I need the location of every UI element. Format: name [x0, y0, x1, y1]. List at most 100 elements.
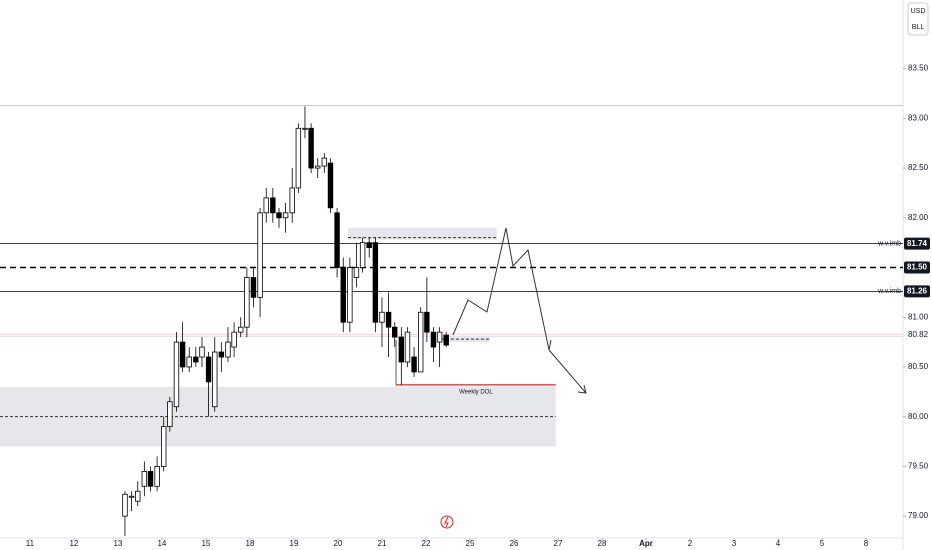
event-icon[interactable] [440, 515, 454, 529]
x-tick-label: 21 [378, 539, 387, 548]
candle-body [186, 356, 192, 368]
candle-body [141, 470, 148, 487]
x-tick-label: 28 [598, 539, 607, 548]
projection-arrow [548, 349, 587, 394]
x-tick-label: 12 [69, 539, 78, 548]
candle-body [295, 127, 302, 189]
candle-body [379, 311, 385, 323]
candle-body [347, 267, 353, 323]
candle-body [225, 341, 231, 358]
unit-box [907, 2, 929, 36]
candle-body [263, 197, 269, 214]
candle-body [128, 495, 135, 498]
candle-body [257, 212, 263, 298]
candle-body [161, 426, 167, 467]
candle-body [430, 331, 437, 348]
candle-body [404, 331, 411, 363]
candle-body [353, 267, 360, 278]
candle-body [231, 331, 237, 348]
target-label: Weekly DOL [459, 389, 493, 395]
x-tick-label: 13 [113, 539, 122, 548]
unit-label: USD [911, 8, 926, 15]
level-tag-label: 81.74 [907, 239, 928, 248]
candle-body [276, 212, 282, 219]
candle-body [147, 470, 154, 487]
candle-body [122, 493, 128, 517]
x-tick-label: 15 [201, 539, 210, 548]
level-name: w.v.imb [877, 240, 901, 247]
candle-body [398, 336, 405, 363]
candle-body [302, 127, 308, 130]
candle-body [321, 157, 328, 167]
y-tick-label: 83.00 [908, 113, 929, 122]
candle-body [205, 356, 212, 383]
candle-body [212, 351, 218, 408]
x-tick-label: 4 [776, 539, 781, 548]
candle-body [385, 311, 392, 328]
y-tick-label: 82.50 [908, 163, 929, 172]
candle-body [436, 331, 443, 343]
candle-body [424, 311, 430, 333]
candle-body [417, 311, 424, 373]
y-tick-label: 82.00 [908, 213, 929, 222]
x-tick-label: 27 [554, 539, 563, 548]
arrow-head [577, 384, 587, 394]
x-tick-label: Apr [639, 539, 653, 548]
x-tick-label: 25 [466, 539, 475, 548]
x-tick-label: 5 [820, 539, 825, 548]
candle-body [250, 277, 257, 298]
candle-body [167, 401, 173, 428]
candle-body [238, 326, 244, 333]
x-tick-label: 19 [290, 539, 299, 548]
candle-body [315, 165, 321, 169]
candle-body [392, 326, 398, 338]
candle-body [411, 356, 417, 373]
y-tick-label: 83.50 [908, 64, 929, 73]
price-axis [903, 0, 932, 550]
y-tick-label: 81.00 [908, 312, 929, 321]
level-tag-label: 81.50 [907, 263, 928, 272]
y-tick-label: 79.00 [908, 511, 929, 520]
level-tag [904, 261, 930, 274]
candle-body [244, 277, 250, 328]
candle-body [282, 212, 289, 219]
x-tick-label: 14 [157, 539, 166, 548]
candle-body [193, 356, 199, 363]
zone [348, 227, 497, 240]
projection-path [452, 227, 552, 351]
y-tick-label: 80.50 [908, 362, 929, 371]
candle-body [340, 267, 346, 323]
candle-body [366, 242, 372, 249]
candle-body [218, 351, 225, 358]
candle-body [173, 341, 180, 408]
candle-body [135, 490, 141, 502]
candle-body [443, 334, 449, 346]
candle-body [270, 197, 276, 214]
y-tick-label: 79.50 [908, 462, 929, 471]
zone [440, 337, 490, 343]
x-tick-label: 18 [246, 539, 255, 548]
plot: w.v.imb w.v.imb Weekly DOL [0, 105, 903, 537]
candle-body [179, 341, 186, 368]
level-tag [904, 237, 930, 250]
x-tick-label: 3 [732, 539, 737, 548]
candle-body [327, 162, 334, 209]
x-tick-label: 26 [510, 539, 519, 548]
candle-body [308, 127, 314, 169]
last-price-label: 80.82 [908, 330, 929, 339]
y-tick-label: 80.00 [908, 412, 929, 421]
x-tick-label: 11 [26, 539, 35, 548]
candle-body [289, 187, 295, 214]
candle-body [359, 242, 366, 268]
level-tag-label: 81.26 [907, 286, 928, 295]
x-tick-label: 8 [864, 539, 869, 548]
candle-body [334, 212, 340, 268]
x-tick-label: 22 [422, 539, 431, 548]
unit-label: BLL [912, 24, 925, 31]
level-tag [904, 285, 930, 298]
candle-body [199, 346, 205, 358]
level-name: w.v.imb [877, 288, 901, 295]
event-icon-bolt [444, 516, 449, 528]
x-tick-label: 20 [334, 539, 343, 548]
